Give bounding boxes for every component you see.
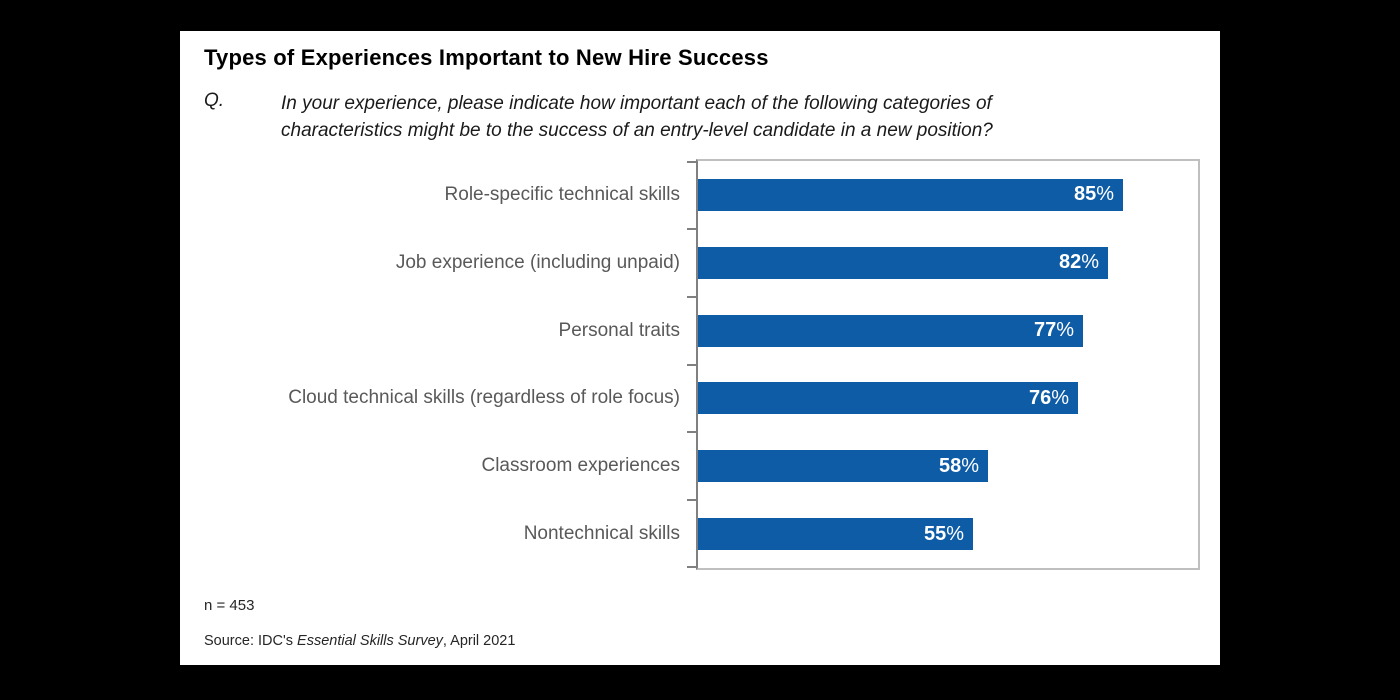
- bar-value: 76: [1028, 386, 1052, 409]
- bar-area: 76%: [698, 364, 1198, 432]
- chart-row: Classroom experiences 58%: [180, 432, 1198, 500]
- slide: Types of Experiences Important to New Hi…: [180, 31, 1220, 665]
- bar-value-percent-sign: %: [961, 454, 979, 477]
- source-prefix: Source: IDC's: [204, 633, 298, 649]
- category-label: Nontechnical skills: [523, 523, 680, 545]
- source-line: Source: IDC's Essential Skills Survey, A…: [204, 633, 515, 649]
- bar: 76%: [698, 382, 1078, 415]
- bar-value-percent-sign: %: [1051, 386, 1069, 409]
- category-label: Personal traits: [558, 319, 680, 341]
- question-label: Q.: [204, 90, 225, 111]
- chart-row: Personal traits 77%: [180, 297, 1198, 365]
- bar-value-percent-sign: %: [1096, 183, 1114, 206]
- bar-area: 77%: [698, 297, 1198, 365]
- bar: 77%: [698, 314, 1083, 347]
- chart-rows: Role-specific technical skills 85% Job exp…: [180, 161, 1198, 568]
- bar-value: 82: [1058, 251, 1082, 274]
- chart-row: Cloud technical skills (regardless of ro…: [180, 364, 1198, 432]
- bar-value: 55: [923, 522, 947, 545]
- source-survey-name: Essential Skills Survey: [297, 633, 443, 649]
- bar-area: 85%: [698, 161, 1198, 229]
- bar: 82%: [698, 246, 1108, 279]
- chart-row: Job experience (including unpaid) 82%: [180, 229, 1198, 297]
- bar-value: 58: [938, 454, 962, 477]
- bar: 58%: [698, 450, 988, 483]
- category-label: Classroom experiences: [481, 455, 680, 477]
- sample-size: n = 453: [204, 597, 255, 614]
- bar-area: 58%: [698, 432, 1198, 500]
- bar-value-percent-sign: %: [1056, 319, 1074, 342]
- question-line-1: In your experience, please indicate how …: [281, 93, 992, 114]
- category-label: Job experience (including unpaid): [395, 251, 680, 273]
- category-label: Cloud technical skills (regardless of ro…: [288, 387, 680, 409]
- bar-value: 77: [1033, 319, 1057, 342]
- bar-value-percent-sign: %: [946, 522, 964, 545]
- question-text: In your experience, please indicate how …: [281, 90, 1181, 144]
- question-line-2: characteristics might be to the success …: [281, 120, 993, 141]
- bar: 55%: [698, 518, 973, 551]
- chart-row: Role-specific technical skills 85%: [180, 161, 1198, 229]
- chart-row: Nontechnical skills 55%: [180, 500, 1198, 568]
- page-title: Types of Experiences Important to New Hi…: [204, 45, 769, 70]
- bar-chart: Role-specific technical skills 85% Job exp…: [180, 159, 1210, 570]
- source-suffix: , April 2021: [442, 633, 516, 649]
- bar-value: 85: [1073, 183, 1097, 206]
- bar: 85%: [698, 178, 1123, 211]
- bar-area: 55%: [698, 500, 1198, 568]
- category-label: Role-specific technical skills: [444, 183, 680, 205]
- bar-area: 82%: [698, 229, 1198, 297]
- bar-value-percent-sign: %: [1081, 251, 1099, 274]
